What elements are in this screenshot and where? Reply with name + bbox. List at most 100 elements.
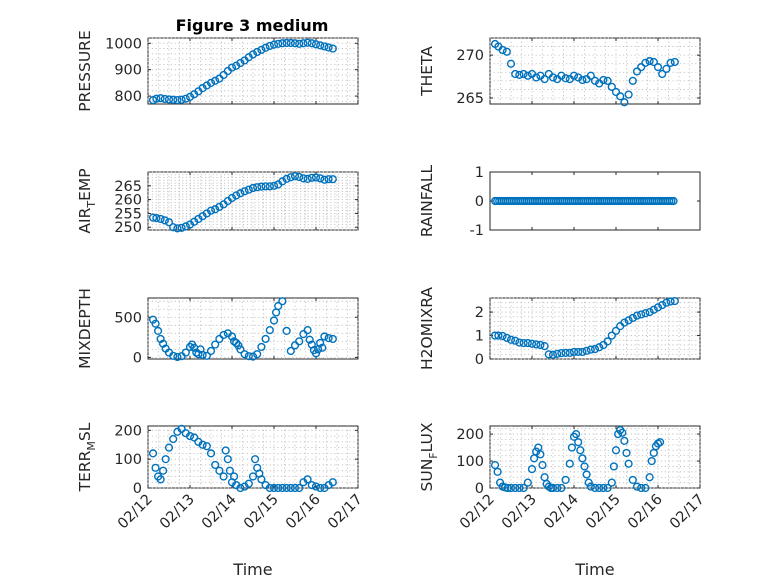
x-tick-label: 02/16 xyxy=(625,492,666,533)
data-point xyxy=(565,459,574,468)
data-point xyxy=(586,482,595,491)
data-point xyxy=(515,70,524,79)
data-point xyxy=(328,334,337,344)
data-point xyxy=(269,316,279,325)
data-point xyxy=(295,172,304,182)
data-point xyxy=(318,343,327,352)
data-point xyxy=(502,333,511,342)
y-axis-label: RAINFALL xyxy=(418,164,436,237)
data-point xyxy=(324,43,333,52)
data-point xyxy=(607,331,616,340)
data-point xyxy=(215,202,224,211)
data-point xyxy=(248,183,258,193)
data-point xyxy=(536,340,545,350)
data-point xyxy=(611,326,621,335)
data-point xyxy=(274,483,283,493)
data-point xyxy=(607,478,616,487)
data-point xyxy=(311,40,321,49)
data-point xyxy=(662,64,671,73)
data-point xyxy=(603,483,612,493)
y-axis-label: H2OMIXRA xyxy=(418,287,436,370)
data-point xyxy=(599,483,608,493)
grid xyxy=(147,37,359,104)
series-markers xyxy=(148,38,337,105)
data-point xyxy=(519,338,528,348)
data-point xyxy=(490,331,500,340)
data-point xyxy=(637,63,646,72)
data-point xyxy=(153,326,163,336)
data-point xyxy=(286,483,295,493)
data-point xyxy=(561,475,570,485)
series-markers xyxy=(490,425,665,493)
data-point xyxy=(303,38,312,47)
data-point xyxy=(561,348,570,358)
subplot-h2omixra: 0 1 2 H2OMIXRA xyxy=(418,287,701,370)
data-point xyxy=(295,483,304,493)
data-point xyxy=(307,39,316,48)
data-point xyxy=(232,191,241,200)
data-point xyxy=(653,63,663,72)
y-tick-label: 0 xyxy=(475,352,484,368)
data-point xyxy=(206,206,216,215)
data-point xyxy=(503,483,512,493)
data-point xyxy=(628,475,637,485)
data-point xyxy=(662,298,671,307)
y-axis-label: MIXDEPTH xyxy=(76,288,94,369)
y-tick-label: 100 xyxy=(456,454,484,470)
data-point xyxy=(557,349,566,358)
data-point xyxy=(620,436,629,445)
data-point xyxy=(506,335,516,344)
data-point xyxy=(576,446,585,455)
data-point xyxy=(177,223,186,232)
data-point xyxy=(244,185,253,194)
y-tick-label: 255 xyxy=(114,206,142,222)
data-point xyxy=(548,350,558,359)
data-point xyxy=(590,345,600,354)
data-point xyxy=(624,316,633,325)
series-markers xyxy=(148,424,337,493)
series-markers xyxy=(490,296,679,359)
data-point xyxy=(582,346,591,355)
data-point xyxy=(580,462,589,471)
data-point xyxy=(632,67,642,76)
data-point xyxy=(181,222,190,231)
data-point xyxy=(553,483,562,493)
data-point xyxy=(584,478,593,487)
data-point xyxy=(569,347,579,357)
data-point xyxy=(286,38,295,48)
data-point xyxy=(637,310,646,319)
data-point xyxy=(225,466,235,475)
y-tick-label: 1 xyxy=(475,165,484,181)
y-tick-label: 0 xyxy=(475,481,484,497)
data-point xyxy=(164,218,174,227)
data-point xyxy=(148,449,158,458)
data-point xyxy=(669,196,678,206)
data-point xyxy=(159,466,168,475)
data-point xyxy=(278,39,287,48)
data-point xyxy=(316,41,325,50)
data-point xyxy=(316,338,325,348)
y-axis-label: SUNFLUX xyxy=(418,422,440,491)
data-point xyxy=(523,71,532,80)
x-tick-label: 02/13 xyxy=(499,492,540,533)
y-tick-label: 265 xyxy=(456,91,484,107)
data-point xyxy=(578,454,587,463)
data-point xyxy=(269,483,279,493)
data-point xyxy=(303,326,312,335)
data-point xyxy=(506,483,516,493)
data-point xyxy=(519,483,528,493)
data-point xyxy=(645,307,654,317)
data-point xyxy=(658,69,667,79)
data-point xyxy=(670,57,679,67)
data-point xyxy=(236,483,245,493)
data-point xyxy=(620,98,629,107)
data-point xyxy=(152,94,161,103)
data-point xyxy=(595,343,604,352)
data-point xyxy=(156,94,165,103)
subplot-terr-msl: 0 100 200 02/12 02/13 02/14 02/15 02/16 02/17 TER… xyxy=(76,422,366,579)
data-point xyxy=(156,475,165,484)
y-axis-label: TERRMSL xyxy=(76,422,98,492)
data-point xyxy=(637,483,646,493)
grid xyxy=(489,426,701,489)
